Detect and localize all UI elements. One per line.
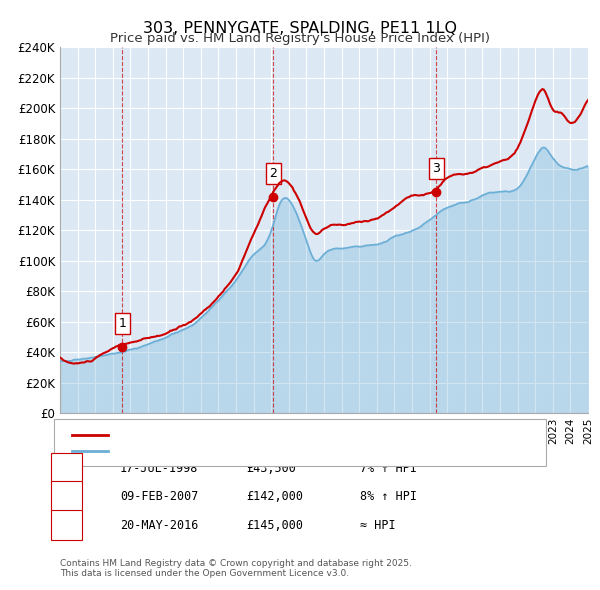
Text: 3: 3 xyxy=(433,162,440,175)
Text: 303, PENNYGATE, SPALDING, PE11 1LQ: 303, PENNYGATE, SPALDING, PE11 1LQ xyxy=(143,21,457,35)
Text: £145,000: £145,000 xyxy=(246,519,303,532)
Text: 1: 1 xyxy=(118,317,126,330)
Text: 8% ↑ HPI: 8% ↑ HPI xyxy=(360,490,417,503)
Text: Price paid vs. HM Land Registry's House Price Index (HPI): Price paid vs. HM Land Registry's House … xyxy=(110,32,490,45)
Text: 2: 2 xyxy=(62,490,70,503)
Text: 1: 1 xyxy=(62,462,70,475)
Text: 09-FEB-2007: 09-FEB-2007 xyxy=(120,490,199,503)
Text: Contains HM Land Registry data © Crown copyright and database right 2025.
This d: Contains HM Land Registry data © Crown c… xyxy=(60,559,412,578)
Text: £43,500: £43,500 xyxy=(246,462,296,475)
Text: 7% ↑ HPI: 7% ↑ HPI xyxy=(360,462,417,475)
Text: 2: 2 xyxy=(269,167,277,180)
Text: 17-JUL-1998: 17-JUL-1998 xyxy=(120,462,199,475)
Text: 3: 3 xyxy=(62,519,70,532)
Text: £142,000: £142,000 xyxy=(246,490,303,503)
Text: HPI: Average price, semi-detached house, South Holland: HPI: Average price, semi-detached house,… xyxy=(120,447,415,456)
Text: ≈ HPI: ≈ HPI xyxy=(360,519,395,532)
Text: 303, PENNYGATE, SPALDING, PE11 1LQ (semi-detached house): 303, PENNYGATE, SPALDING, PE11 1LQ (semi… xyxy=(120,430,447,440)
Text: 20-MAY-2016: 20-MAY-2016 xyxy=(120,519,199,532)
